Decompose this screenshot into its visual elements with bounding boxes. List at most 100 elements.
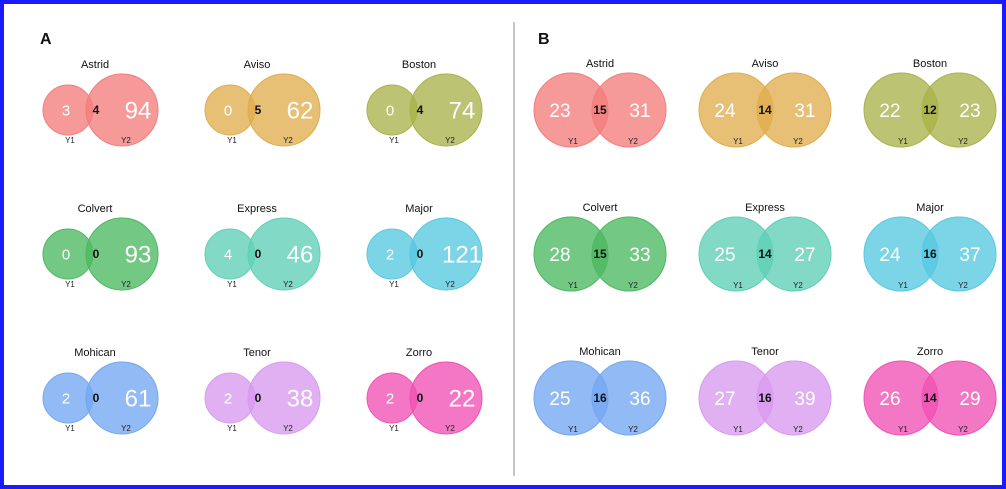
y2-circle [921, 360, 997, 436]
venn-major: Major 24 16 37 Y1 Y2 [863, 202, 997, 292]
only-y1-count: 24 [879, 245, 901, 266]
y2-label: Y2 [121, 136, 131, 145]
y2-label: Y2 [121, 424, 131, 433]
only-y2-count: 74 [449, 98, 476, 125]
only-y2-count: 27 [794, 245, 815, 266]
only-y2-count: 62 [287, 98, 314, 125]
y1-label: Y1 [65, 136, 75, 145]
only-y2-count: 38 [287, 386, 314, 413]
only-y1-count: 2 [224, 390, 232, 407]
y1-label: Y1 [733, 137, 743, 146]
only-y2-count: 94 [125, 98, 152, 125]
y2-circle [921, 72, 997, 148]
y1-label: Y1 [389, 280, 399, 289]
y1-label: Y1 [65, 424, 75, 433]
variety-name: Major [405, 203, 433, 215]
variety-name: Colvert [583, 202, 618, 214]
venn-mohican: Mohican 2 0 61 Y1 Y2 [42, 347, 159, 435]
only-y1-count: 23 [549, 101, 570, 122]
y2-circle [247, 217, 321, 291]
only-y2-count: 31 [629, 101, 650, 122]
only-y1-count: 28 [549, 245, 570, 266]
overlap-count: 4 [417, 103, 424, 117]
variety-name: Express [237, 203, 277, 215]
only-y2-count: 39 [794, 389, 815, 410]
y1-label: Y1 [227, 136, 237, 145]
venn-astrid: Astrid 23 15 31 Y1 Y2 [533, 58, 667, 148]
venn-express: Express 4 0 46 Y1 Y2 [204, 203, 321, 291]
only-y1-count: 22 [879, 101, 900, 122]
y1-label: Y1 [227, 424, 237, 433]
variety-name: Aviso [244, 59, 271, 71]
venn-tenor: Tenor 27 16 39 Y1 Y2 [698, 346, 832, 436]
panel-b: B Astrid 23 15 31 Y1 Y2 Aviso 24 14 31 Y1 Y2 Boston 22… [533, 31, 997, 436]
overlap-count: 0 [255, 247, 262, 261]
overlap-count: 16 [923, 247, 937, 261]
only-y2-count: 46 [287, 242, 314, 269]
venn-colvert: Colvert 0 0 93 Y1 Y2 [42, 203, 159, 291]
y2-label: Y2 [445, 424, 455, 433]
variety-name: Astrid [81, 59, 109, 71]
y2-circle [756, 216, 832, 292]
y1-label: Y1 [568, 281, 578, 290]
only-y1-count: 2 [62, 390, 70, 407]
venn-layer: A Astrid 3 4 94 Y1 Y2 Aviso 0 5 62 Y1 Y2 Boston 0 4 74 Y1… [40, 31, 997, 436]
venn-zorro: Zorro 26 14 29 Y1 Y2 [863, 346, 997, 436]
only-y2-count: 29 [959, 389, 980, 410]
y2-circle [756, 72, 832, 148]
overlap-count: 14 [923, 391, 937, 405]
venn-colvert: Colvert 28 15 33 Y1 Y2 [533, 202, 667, 292]
venn-boston: Boston 22 12 23 Y1 Y2 [863, 58, 997, 148]
y1-label: Y1 [898, 137, 908, 146]
y1-label: Y1 [898, 425, 908, 434]
only-y1-count: 2 [386, 390, 394, 407]
y2-circle [85, 361, 159, 435]
y2-circle [591, 72, 667, 148]
y2-label: Y2 [793, 281, 803, 290]
overlap-count: 15 [593, 103, 607, 117]
variety-name: Mohican [74, 347, 116, 359]
y2-label: Y2 [283, 280, 293, 289]
y1-label: Y1 [568, 425, 578, 434]
only-y2-count: 61 [125, 386, 152, 413]
overlap-count: 16 [758, 391, 772, 405]
overlap-count: 0 [417, 391, 424, 405]
y2-label: Y2 [958, 137, 968, 146]
variety-name: Boston [913, 58, 947, 70]
overlap-count: 0 [417, 247, 424, 261]
y2-circle [85, 217, 159, 291]
venn-mohican: Mohican 25 16 36 Y1 Y2 [533, 346, 667, 436]
y2-circle [591, 216, 667, 292]
y2-circle [85, 73, 159, 147]
y2-circle [756, 360, 832, 436]
venn-major: Major 2 0 121 Y1 Y2 [366, 203, 483, 291]
only-y1-count: 0 [386, 102, 394, 119]
panel-a: A Astrid 3 4 94 Y1 Y2 Aviso 0 5 62 Y1 Y2 Boston 0 4 74 Y1… [40, 31, 483, 435]
y1-label: Y1 [389, 136, 399, 145]
y2-label: Y2 [283, 136, 293, 145]
only-y2-count: 23 [959, 101, 980, 122]
panel-label: B [538, 31, 550, 48]
y2-label: Y2 [121, 280, 131, 289]
venn-express: Express 25 14 27 Y1 Y2 [698, 202, 832, 292]
venn-boston: Boston 0 4 74 Y1 Y2 [366, 59, 483, 147]
overlap-count: 0 [255, 391, 262, 405]
y2-circle [409, 361, 483, 435]
variety-name: Express [745, 202, 785, 214]
overlap-count: 5 [255, 103, 262, 117]
panel-label: A [40, 31, 52, 48]
y2-label: Y2 [628, 137, 638, 146]
y1-label: Y1 [65, 280, 75, 289]
overlap-count: 15 [593, 247, 607, 261]
y2-circle [247, 361, 321, 435]
y2-label: Y2 [445, 280, 455, 289]
y1-label: Y1 [568, 137, 578, 146]
only-y1-count: 26 [879, 389, 900, 410]
only-y1-count: 25 [714, 245, 735, 266]
variety-name: Zorro [917, 346, 943, 358]
venn-zorro: Zorro 2 0 22 Y1 Y2 [366, 347, 483, 435]
overlap-count: 16 [593, 391, 607, 405]
y1-label: Y1 [733, 281, 743, 290]
y1-label: Y1 [227, 280, 237, 289]
